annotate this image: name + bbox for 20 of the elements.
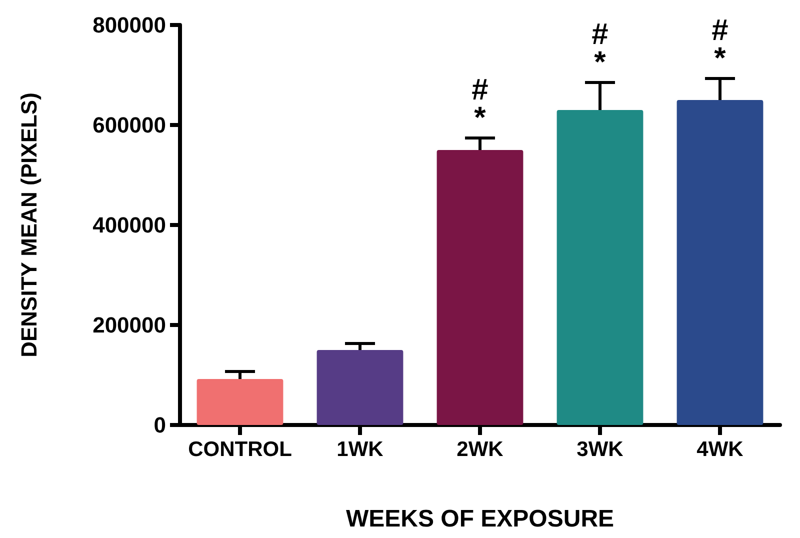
x-axis-title: WEEKS OF EXPOSURE: [346, 506, 614, 532]
bar: [556, 110, 644, 425]
x-tick-label: 3WK: [576, 438, 624, 461]
x-tick-label: 2WK: [456, 438, 504, 461]
x-tick-label: 1WK: [336, 438, 384, 461]
bar: [316, 350, 404, 425]
bar: [196, 379, 284, 425]
x-tick-label: 4WK: [696, 438, 744, 461]
annotation: # *: [472, 74, 489, 134]
y-tick-label: 0: [154, 412, 166, 438]
y-tick-label: 800000: [92, 12, 166, 38]
annotation: # *: [712, 14, 729, 75]
y-tick-label: 200000: [92, 312, 166, 338]
x-tick-label: CONTROL: [188, 438, 292, 461]
y-tick-label: 600000: [92, 112, 166, 138]
bar: [676, 100, 764, 425]
annotation: # *: [592, 18, 609, 79]
y-axis-title: DENSITY MEAN (PIXELS): [16, 92, 42, 358]
y-tick-label: 400000: [92, 212, 166, 238]
bar: [436, 150, 524, 425]
